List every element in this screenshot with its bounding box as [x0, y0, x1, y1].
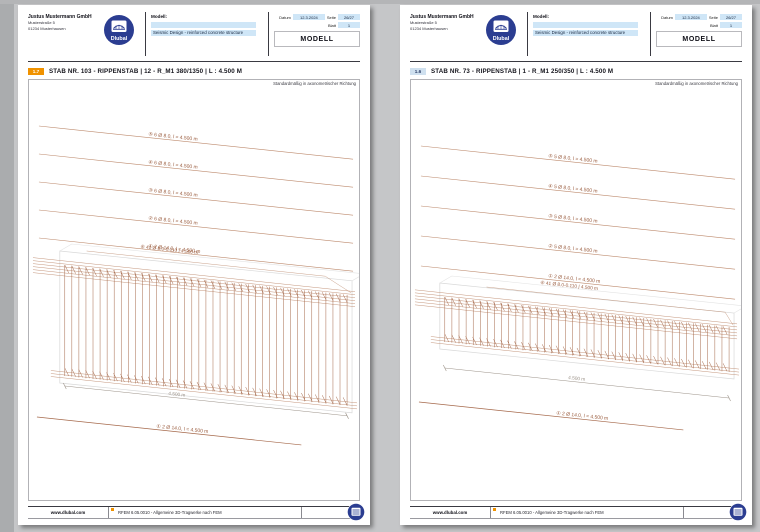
svg-text:4.500 m: 4.500 m — [568, 375, 586, 383]
footer-empty-cell — [301, 507, 360, 518]
report-page-2: Justus Mustermann GmbH Musterstraße 5 01… — [400, 5, 752, 525]
sheet-label: Blatt — [709, 22, 718, 28]
header-rule — [410, 61, 742, 62]
dlubal-logo-icon: Dlubal — [104, 15, 134, 45]
footer-program: RFEM 6.05.0010 - Allgemeine 3D-Tragwerke… — [491, 507, 683, 518]
svg-text:4.500 m: 4.500 m — [168, 391, 186, 399]
model-name-field — [533, 21, 639, 28]
svg-text:② 6 Ø 8.0, l = 4.500 m: ② 6 Ø 8.0, l = 4.500 m — [148, 216, 198, 227]
page-label: Seite — [708, 14, 718, 20]
dlubal-footer-logo-icon — [729, 503, 747, 521]
svg-text:① 2 Ø 14.0, l = 4.500 m: ① 2 Ø 14.0, l = 4.500 m — [556, 410, 609, 421]
footer-flag-icon — [493, 507, 496, 511]
company-name: Justus Mustermann GmbH — [410, 14, 474, 20]
dlubal-logo-icon: Dlubal — [486, 15, 516, 45]
svg-text:① 2 Ø 14.0, l = 4.500 m: ① 2 Ø 14.0, l = 4.500 m — [548, 273, 601, 284]
model-block: Modell: Seismic Design - reinforced conc… — [533, 12, 645, 36]
model-name-field — [151, 21, 257, 28]
company-block: Justus Mustermann GmbH Musterstraße 5 01… — [410, 12, 486, 31]
company-address-line2: 01234 Musterhausen — [410, 25, 448, 31]
company-address-line1: Musterstraße 5 — [410, 20, 437, 26]
pasteboard-top-shade — [0, 0, 760, 4]
date-label: Datum — [279, 14, 291, 20]
company-address-line2: 01234 Musterhausen — [28, 25, 66, 31]
model-description-field: Seismic Design - reinforced concrete str… — [151, 30, 257, 36]
model-block: Modell: Seismic Design - reinforced conc… — [151, 12, 263, 36]
rebar-drawing: ⑤ 6 Ø 8.0, l = 4.500 m ④ 6 Ø 8.0, l = 4.5… — [32, 125, 359, 446]
date-label: Datum — [661, 14, 673, 20]
svg-text:Dlubal: Dlubal — [111, 36, 128, 42]
document-title: MODELL — [274, 31, 360, 47]
header-divider — [527, 12, 528, 56]
section-title-bar: 1.7 STAB NR. 103 - RIPPENSTAB | 12 - R_M… — [28, 67, 360, 76]
date-value: 12.3.2024 — [674, 14, 707, 20]
footer-program-text: RFEM 6.05.0010 - Allgemeine 3D-Tragwerke… — [118, 510, 222, 515]
footer-flag-icon — [111, 507, 114, 511]
footer-program-text: RFEM 6.05.0010 - Allgemeine 3D-Tragwerke… — [500, 510, 604, 515]
footer-website: www.dlubal.com — [410, 507, 491, 518]
drawing-caption: Standardmäßig in axonometrischer Richtun… — [273, 81, 356, 86]
svg-text:⑤ 5 Ø 8.0, l = 4.500 m: ⑤ 5 Ø 8.0, l = 4.500 m — [548, 153, 598, 164]
drawing-caption: Standardmäßig in axonometrischer Richtun… — [655, 81, 738, 86]
sheet-value: 1 — [338, 22, 360, 28]
header-meta-block: Datum 12.3.2024 Seite 26/27 Blatt 1 MODE… — [656, 12, 742, 47]
rebar-drawing: ⑤ 5 Ø 8.0, l = 4.500 m ④ 5 Ø 8.0, l = 4.5… — [414, 145, 741, 431]
section-number-badge: 1.7 — [28, 68, 44, 75]
svg-text:④ 5 Ø 8.0, l = 4.500 m: ④ 5 Ø 8.0, l = 4.500 m — [548, 183, 598, 194]
page-value: 26/27 — [338, 14, 360, 20]
header-meta-block: Datum 12.3.2024 Seite 26/27 Blatt 1 MODE… — [274, 12, 360, 47]
footer-website: www.dlubal.com — [28, 507, 109, 518]
svg-text:⑤ 6 Ø 8.0, l = 4.500 m: ⑤ 6 Ø 8.0, l = 4.500 m — [148, 132, 198, 143]
section-title: STAB NR. 103 - RIPPENSTAB | 12 - R_M1 38… — [49, 68, 242, 75]
page-label: Seite — [326, 14, 336, 20]
footer-program: RFEM 6.05.0010 - Allgemeine 3D-Tragwerke… — [109, 507, 301, 518]
section-title-bar: 1.6 STAB NR. 73 - RIPPENSTAB | 1 - R_M1 … — [410, 67, 742, 76]
company-address-line1: Musterstraße 5 — [28, 20, 55, 26]
document-title: MODELL — [656, 31, 742, 47]
sheet-label: Blatt — [327, 22, 336, 28]
dlubal-footer-logo-icon — [347, 503, 365, 521]
drawing-frame: Standardmäßig in axonometrischer Richtun… — [410, 79, 742, 501]
date-value: 12.3.2024 — [292, 14, 325, 20]
svg-text:③ 5 Ø 8.0, l = 4.500 m: ③ 5 Ø 8.0, l = 4.500 m — [548, 213, 598, 224]
svg-text:② 5 Ø 8.0, l = 4.500 m: ② 5 Ø 8.0, l = 4.500 m — [548, 243, 598, 254]
section-title: STAB NR. 73 - RIPPENSTAB | 1 - R_M1 250/… — [431, 68, 614, 75]
svg-text:④ 6 Ø 8.0, l = 4.500 m: ④ 6 Ø 8.0, l = 4.500 m — [148, 160, 198, 171]
page-header: Justus Mustermann GmbH Musterstraße 5 01… — [28, 12, 360, 60]
svg-text:③ 6 Ø 8.0, l = 4.500 m: ③ 6 Ø 8.0, l = 4.500 m — [148, 188, 198, 199]
pasteboard-left-shade — [0, 0, 14, 532]
model-label: Modell: — [151, 14, 168, 19]
header-rule — [28, 61, 360, 62]
header-divider — [650, 12, 651, 56]
model-label: Modell: — [533, 14, 550, 19]
header-divider — [268, 12, 269, 56]
footer-empty-cell — [683, 507, 742, 518]
model-description-field: Seismic Design - reinforced concrete str… — [533, 30, 639, 36]
report-page-1: Justus Mustermann GmbH Musterstraße 5 01… — [18, 5, 370, 525]
svg-text:① 2 Ø 14.0, l = 4.500 m: ① 2 Ø 14.0, l = 4.500 m — [148, 244, 201, 255]
drawing-frame: Standardmäßig in axonometrischer Richtun… — [28, 79, 360, 501]
page-header: Justus Mustermann GmbH Musterstraße 5 01… — [410, 12, 742, 60]
section-number-badge: 1.6 — [410, 68, 426, 75]
svg-text:① 2 Ø 14.0, l = 4.500 m: ① 2 Ø 14.0, l = 4.500 m — [156, 424, 209, 435]
page-value: 26/27 — [720, 14, 742, 20]
company-name: Justus Mustermann GmbH — [28, 14, 92, 20]
page-footer: www.dlubal.com RFEM 6.05.0010 - Allgemei… — [28, 503, 365, 521]
svg-text:Dlubal: Dlubal — [493, 36, 510, 42]
page-footer: www.dlubal.com RFEM 6.05.0010 - Allgemei… — [410, 503, 747, 521]
sheet-value: 1 — [720, 22, 742, 28]
company-block: Justus Mustermann GmbH Musterstraße 5 01… — [28, 12, 104, 31]
header-divider — [145, 12, 146, 56]
